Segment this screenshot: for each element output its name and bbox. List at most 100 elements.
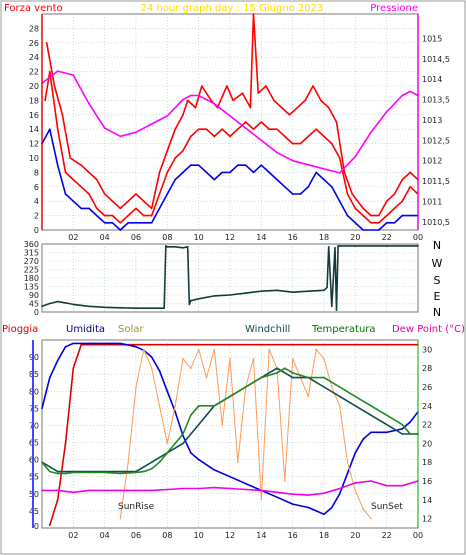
series-line-2-3 xyxy=(41,367,418,473)
data-point xyxy=(370,405,372,407)
data-point xyxy=(49,524,51,526)
series-line-2-2 xyxy=(119,348,372,519)
data-point xyxy=(327,246,330,248)
data-point xyxy=(401,423,404,426)
data-point xyxy=(276,128,278,130)
data-point xyxy=(276,289,278,292)
data-point xyxy=(229,135,231,138)
data-point xyxy=(182,433,184,435)
data-point xyxy=(370,245,372,247)
data-point xyxy=(260,121,263,123)
y-left-tick-label: 12 xyxy=(29,140,39,149)
data-point xyxy=(351,193,354,195)
data-point xyxy=(190,94,192,97)
y-left-tick-label: 28 xyxy=(29,24,39,33)
data-point xyxy=(165,245,167,247)
x-tick-label: 02 xyxy=(68,233,78,242)
data-point xyxy=(221,423,223,426)
data-point xyxy=(103,306,106,309)
data-point xyxy=(88,489,90,492)
data-point xyxy=(135,307,137,310)
data-point xyxy=(210,99,212,102)
data-point xyxy=(150,367,153,370)
wind-force-label: Forza vento xyxy=(4,3,63,14)
data-point xyxy=(119,342,122,345)
data-point xyxy=(249,106,252,109)
data-point xyxy=(378,222,380,224)
y-right-tick-label: 1011 xyxy=(422,197,442,206)
data-point xyxy=(143,214,145,217)
data-point xyxy=(362,508,365,511)
x-tick-label: 04 xyxy=(100,531,110,540)
data-point xyxy=(61,114,64,116)
data-point xyxy=(385,423,388,426)
data-point xyxy=(338,157,341,159)
y-left-tick-label: 16 xyxy=(29,111,39,120)
data-point xyxy=(260,139,263,142)
data-point xyxy=(370,414,372,417)
data-point xyxy=(72,491,75,494)
data-point xyxy=(143,348,145,351)
rain-label: Pioggia xyxy=(2,324,38,335)
x-tick-label: 20 xyxy=(350,233,360,242)
data-point xyxy=(354,245,357,247)
data-point xyxy=(323,386,325,388)
y-right-tick-label: 20 xyxy=(422,439,432,448)
y-left-tick-label: 45 xyxy=(29,300,39,309)
data-point xyxy=(166,193,169,195)
data-point xyxy=(213,178,216,181)
y-right-tick-label: 1012,5 xyxy=(422,136,450,145)
data-point xyxy=(244,121,247,123)
data-point xyxy=(188,303,191,306)
data-point xyxy=(150,461,153,464)
data-point xyxy=(226,85,228,87)
y-right-tick-label: 1015 xyxy=(422,34,442,43)
data-point xyxy=(96,207,98,210)
data-point xyxy=(197,487,200,490)
data-point xyxy=(331,506,333,509)
data-point xyxy=(182,150,184,152)
compass-n-top: N xyxy=(433,239,441,252)
data-point xyxy=(307,135,310,138)
data-point xyxy=(44,99,46,102)
sunset-annotation: SunSet xyxy=(371,502,403,512)
x-tick-label: 00 xyxy=(413,233,423,242)
data-point xyxy=(150,207,153,210)
data-point xyxy=(338,245,341,247)
data-point xyxy=(273,99,275,102)
data-point xyxy=(244,164,247,166)
data-point xyxy=(166,488,169,491)
y-left-tick-label: 135 xyxy=(24,283,39,292)
data-point xyxy=(327,106,330,109)
data-point xyxy=(401,178,404,181)
x-tick-label: 04 xyxy=(100,233,110,242)
data-point xyxy=(197,423,200,426)
data-point xyxy=(150,307,153,310)
data-point xyxy=(143,222,145,224)
data-point xyxy=(257,92,260,94)
data-point xyxy=(291,291,294,294)
data-point xyxy=(362,229,365,231)
data-point xyxy=(41,407,43,410)
data-point xyxy=(213,135,216,138)
data-point xyxy=(315,510,318,512)
data-point xyxy=(401,214,404,217)
data-point xyxy=(174,442,176,445)
data-point xyxy=(135,193,137,195)
data-point xyxy=(338,395,341,398)
data-point xyxy=(80,207,82,210)
data-point xyxy=(64,346,67,348)
data-point xyxy=(338,386,341,388)
y-left-tick-label: 4 xyxy=(34,197,39,206)
data-point xyxy=(174,246,176,248)
data-point xyxy=(370,222,372,224)
y-left-tick-label: 22 xyxy=(29,68,39,77)
chart-title: 24 hour graph day : 15.Giugno 2023 xyxy=(141,3,324,14)
data-point xyxy=(229,475,231,478)
data-point xyxy=(158,405,161,407)
data-point xyxy=(119,472,122,475)
data-point xyxy=(158,207,161,210)
data-point xyxy=(276,178,278,181)
x-tick-label: 08 xyxy=(162,531,172,540)
pressure-label: Pressione xyxy=(370,3,418,14)
